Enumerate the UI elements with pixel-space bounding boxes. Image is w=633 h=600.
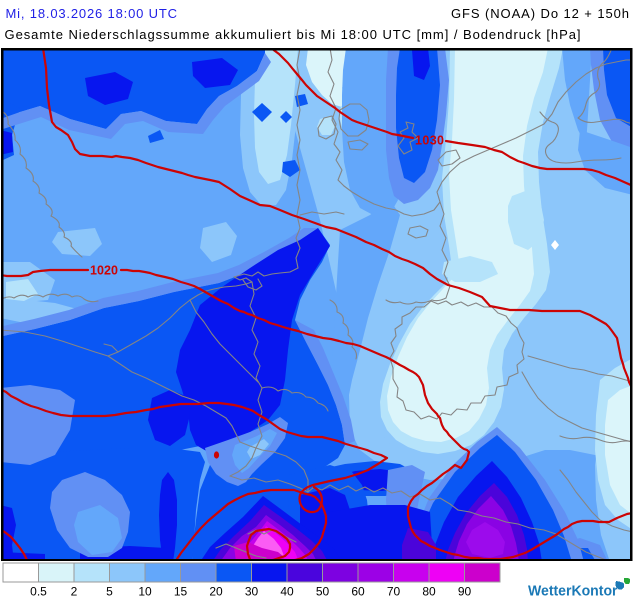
svg-text:0.5: 0.5 [30,585,47,599]
svg-text:5: 5 [106,585,113,599]
svg-text:40: 40 [280,585,294,599]
svg-text:90: 90 [458,585,472,599]
svg-text:WetterKontor: WetterKontor [528,584,618,600]
svg-text:Mi, 18.03.2026 18:00 UTC: Mi, 18.03.2026 18:00 UTC [6,6,178,21]
svg-text:30: 30 [245,585,259,599]
svg-text:10: 10 [138,585,152,599]
svg-text:1020: 1020 [90,264,118,278]
svg-text:80: 80 [422,585,436,599]
svg-text:50: 50 [316,585,330,599]
svg-text:GFS (NOAA) Do 12 + 150h: GFS (NOAA) Do 12 + 150h [451,6,629,21]
svg-text:60: 60 [351,585,365,599]
svg-text:15: 15 [174,585,188,599]
svg-text:2: 2 [71,585,78,599]
svg-text:1030: 1030 [415,134,444,148]
svg-text:20: 20 [209,585,223,599]
svg-text:Gesamte Niederschlagssumme akk: Gesamte Niederschlagssumme akkumuliert b… [5,27,581,42]
svg-text:70: 70 [387,585,401,599]
